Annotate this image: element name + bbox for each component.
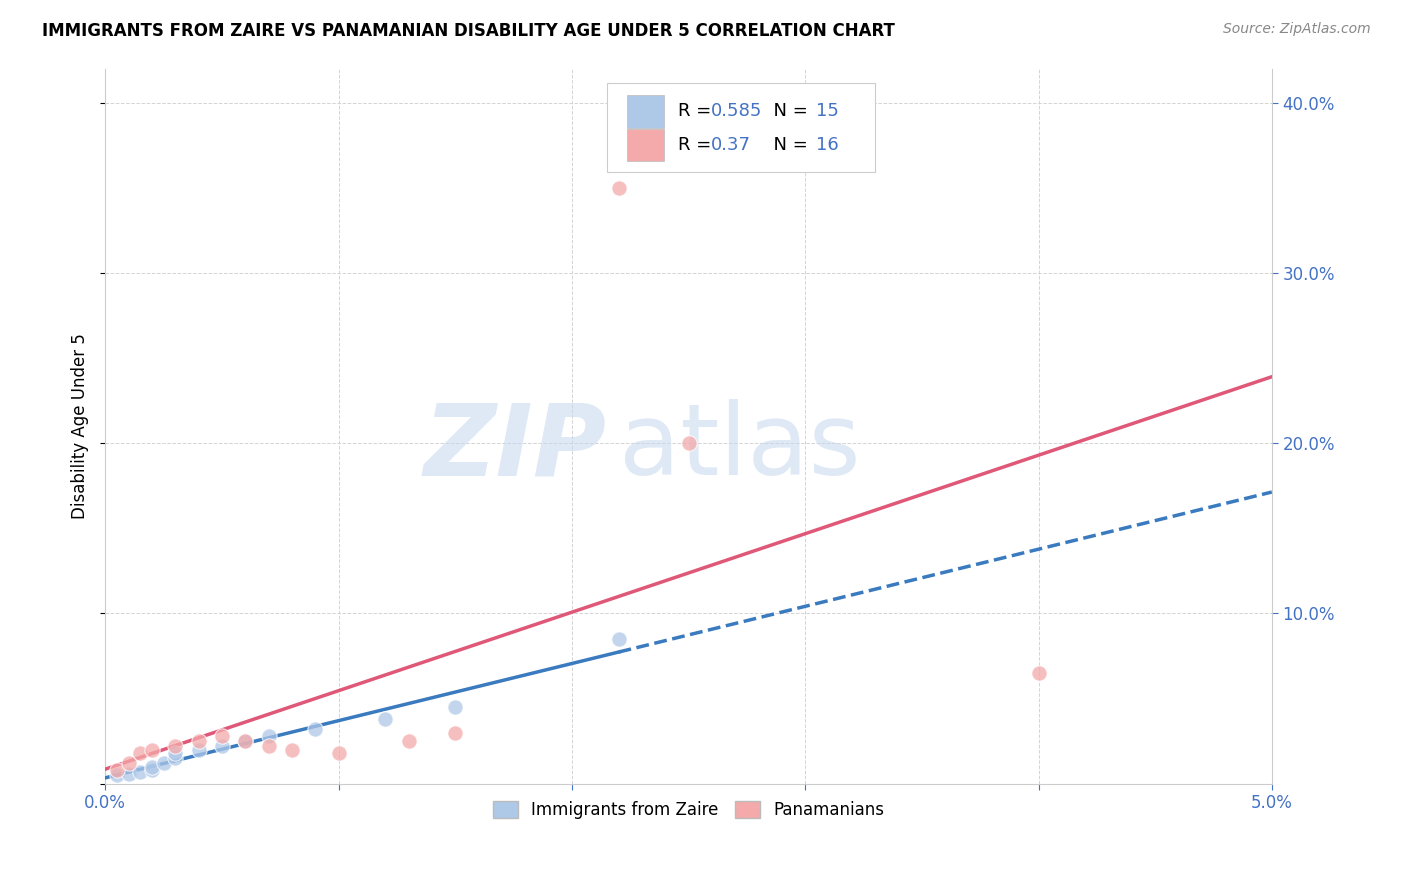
FancyBboxPatch shape	[607, 83, 875, 172]
Text: 15: 15	[815, 103, 838, 120]
Text: N =: N =	[762, 103, 814, 120]
Text: atlas: atlas	[619, 399, 860, 496]
Text: R =: R =	[678, 136, 717, 154]
Text: ZIP: ZIP	[423, 399, 607, 496]
Text: Source: ZipAtlas.com: Source: ZipAtlas.com	[1223, 22, 1371, 37]
Y-axis label: Disability Age Under 5: Disability Age Under 5	[72, 334, 89, 519]
Legend: Immigrants from Zaire, Panamanians: Immigrants from Zaire, Panamanians	[486, 794, 891, 825]
Text: 0.585: 0.585	[710, 103, 762, 120]
Text: R =: R =	[678, 103, 717, 120]
Text: N =: N =	[762, 136, 814, 154]
FancyBboxPatch shape	[627, 129, 664, 161]
Text: 0.37: 0.37	[710, 136, 751, 154]
Text: IMMIGRANTS FROM ZAIRE VS PANAMANIAN DISABILITY AGE UNDER 5 CORRELATION CHART: IMMIGRANTS FROM ZAIRE VS PANAMANIAN DISA…	[42, 22, 896, 40]
FancyBboxPatch shape	[627, 95, 664, 128]
Text: 16: 16	[815, 136, 838, 154]
